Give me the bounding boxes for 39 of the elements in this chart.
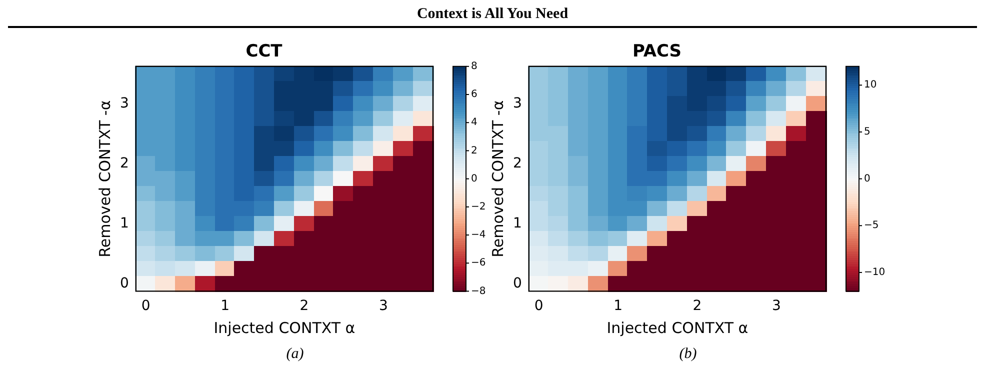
color-bar-label: 8	[471, 60, 478, 72]
color-bar-label: 0	[864, 173, 870, 184]
y-tick-label: 1	[120, 215, 129, 232]
y-tick-label: 1	[512, 215, 522, 232]
color-bar-label: 0	[471, 173, 478, 184]
chart-title: PACS	[632, 42, 682, 62]
color-bar-label: 4	[471, 117, 478, 128]
y-tick-label: 2	[512, 155, 522, 172]
x-tick-label: 0	[141, 298, 150, 314]
x-tick-label: 2	[300, 298, 309, 314]
x-axis-title: Injected CONTXT α	[214, 318, 356, 337]
color-bar-label: −4	[471, 230, 486, 241]
color-bar-label: −6	[471, 258, 486, 269]
x-tick-label: 1	[614, 298, 622, 314]
text: (a)	[285, 346, 305, 363]
text: (b)	[678, 346, 698, 363]
y-tick-label: 3	[120, 96, 129, 112]
y-tick-label: 3	[512, 96, 522, 112]
color-bar-label: −8	[471, 286, 486, 297]
color-bar-label: 5	[864, 126, 870, 138]
x-tick-label: 3	[379, 298, 388, 314]
color-bar-label: 10	[864, 80, 877, 91]
color-bar-label: −2	[471, 201, 486, 212]
x-tick-label: 2	[692, 298, 702, 314]
color-bar-label: 2	[471, 145, 478, 156]
y-axis-title: Removed CONTXT -α	[96, 100, 114, 258]
text: Context is All You Need	[8, 4, 977, 28]
color-bar-label: −10	[864, 267, 886, 278]
x-axis-title: Injected CONTXT α	[606, 318, 748, 337]
y-tick-label: 2	[120, 155, 129, 172]
y-tick-label: 0	[120, 275, 129, 292]
y-axis-title: Removed CONTXT -α	[488, 100, 507, 258]
x-tick-label: 1	[220, 298, 230, 314]
color-bar-label: 6	[471, 89, 478, 100]
x-tick-label: 0	[534, 298, 544, 314]
x-tick-label: 3	[772, 298, 781, 314]
y-tick-label: 0	[512, 275, 522, 292]
chart-title: CCT	[246, 42, 283, 62]
color-bar-label: −5	[864, 220, 879, 232]
